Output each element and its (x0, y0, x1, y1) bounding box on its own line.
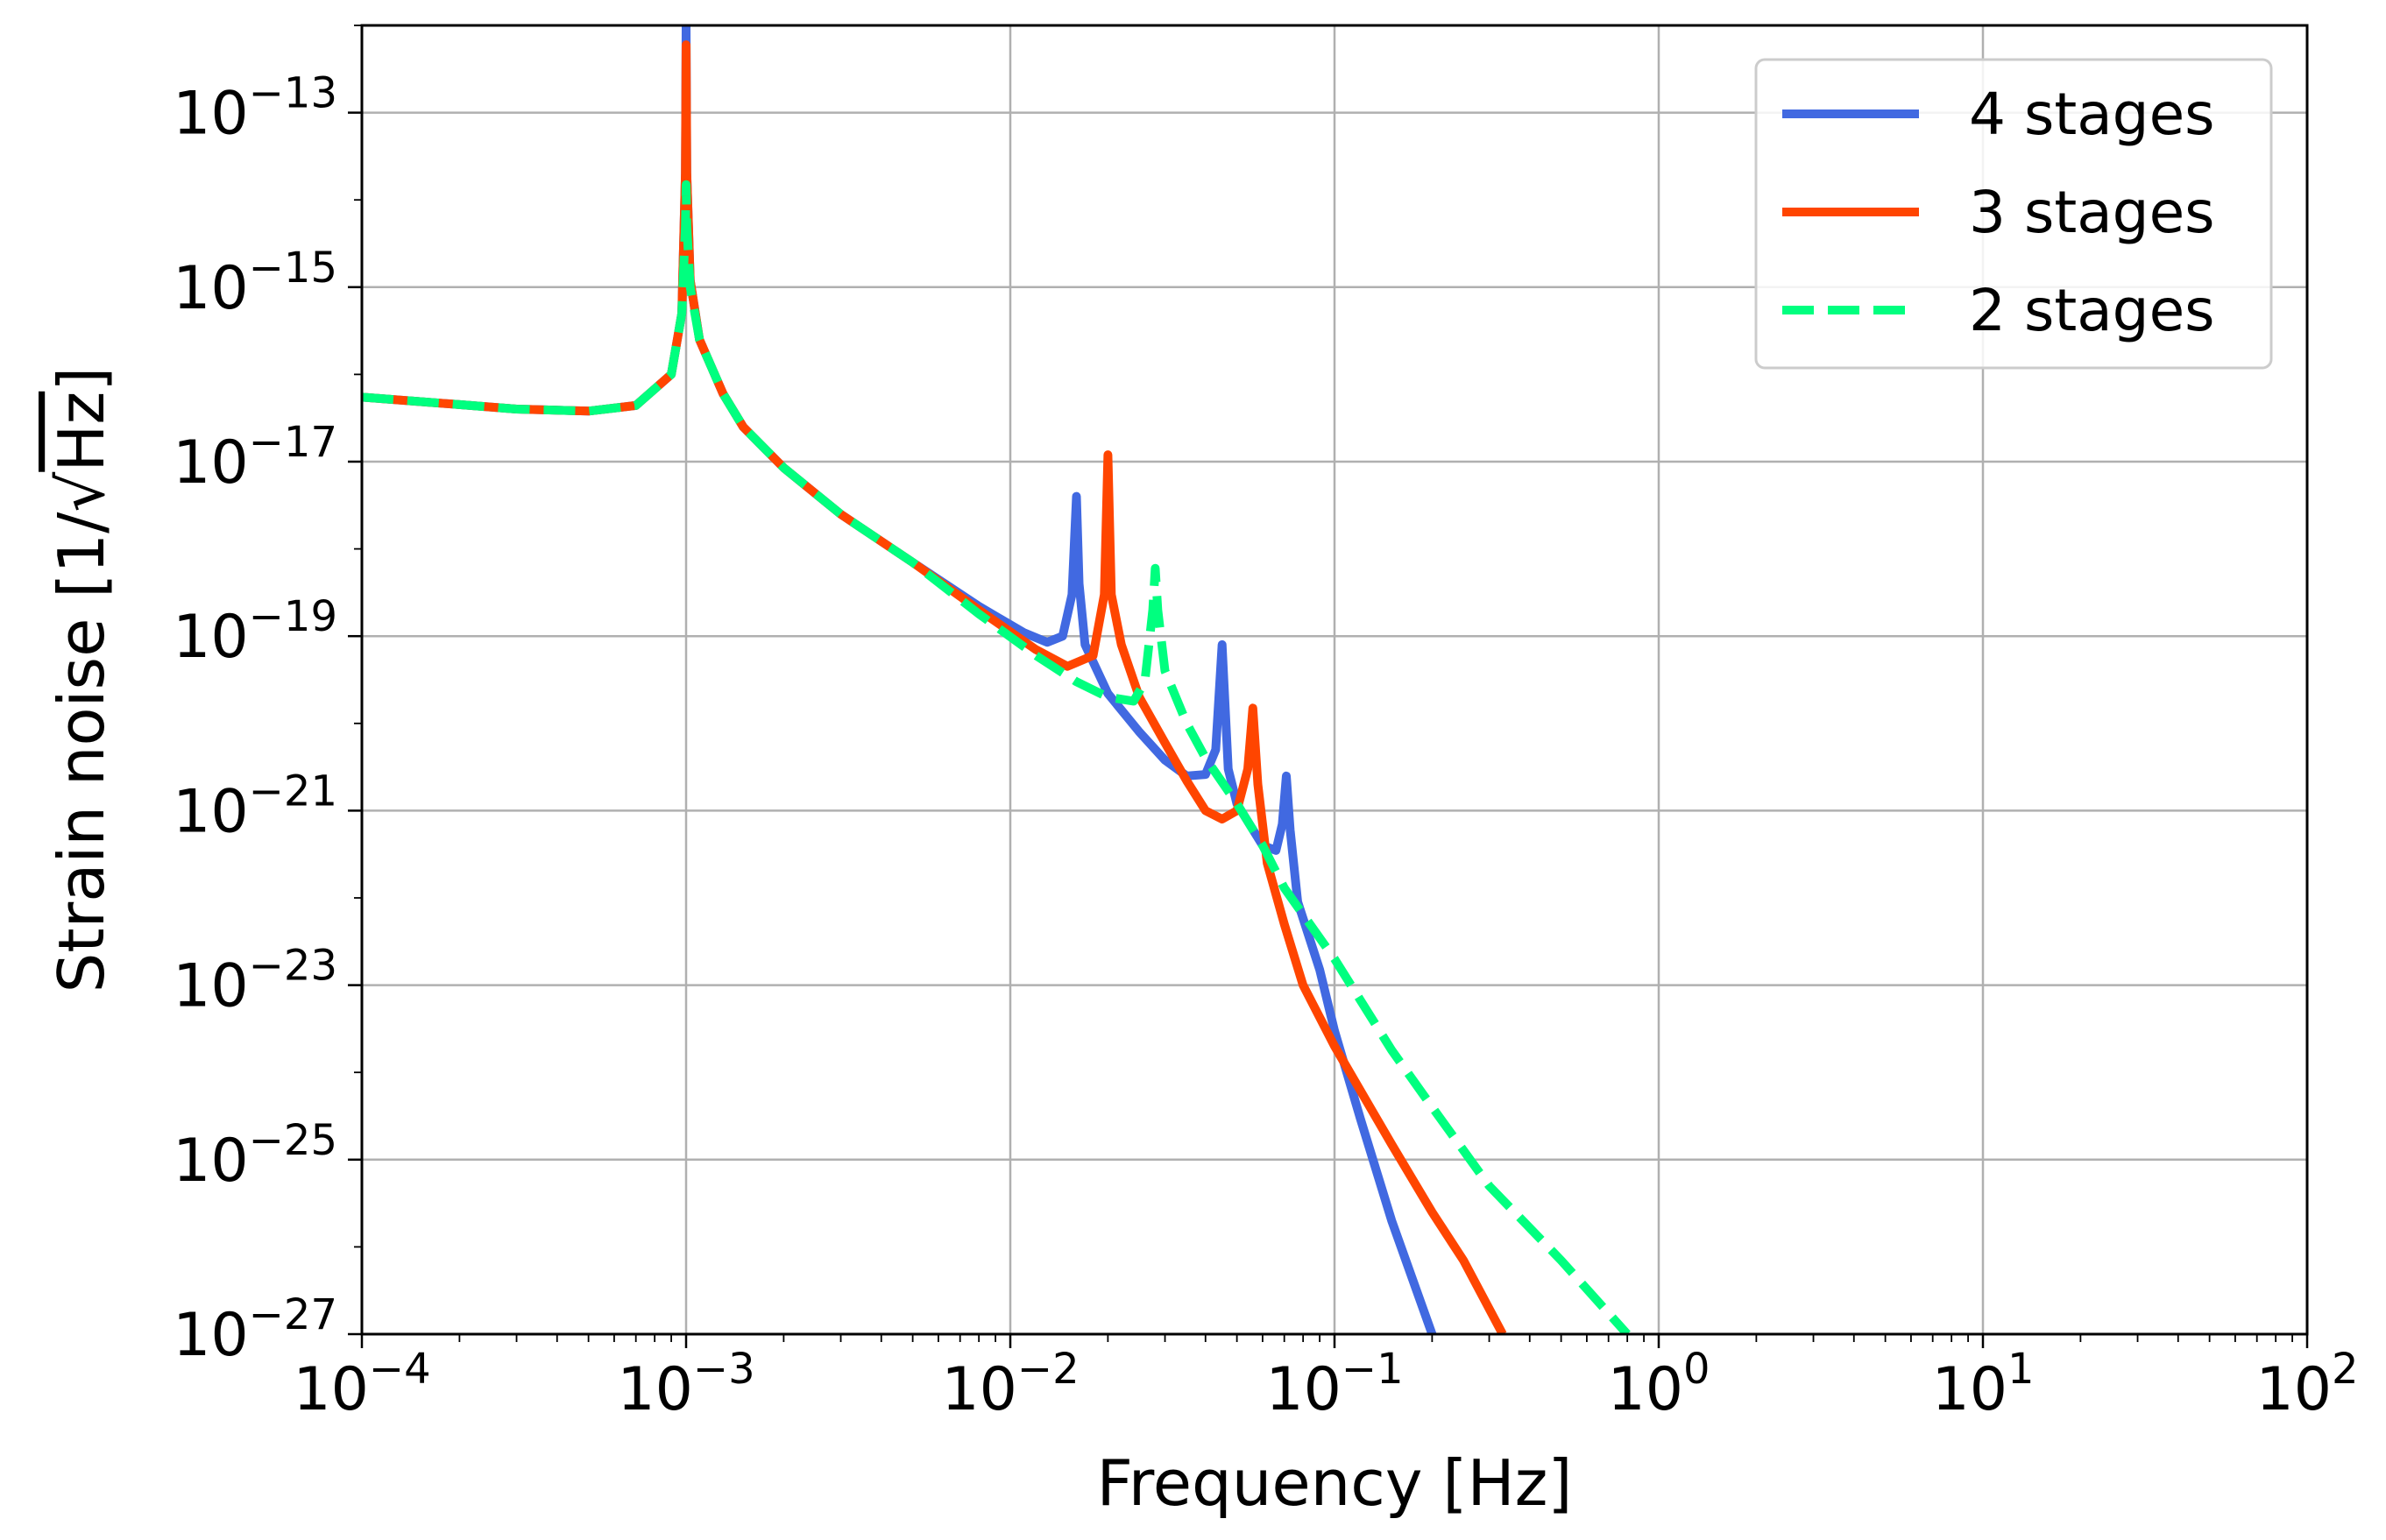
x-tick-exponent: −4 (369, 1345, 431, 1394)
x-tick-base: 10 (293, 1355, 369, 1424)
y-tick-label: 10−19 (173, 592, 337, 672)
x-tick-label: 102 (2255, 1345, 2358, 1424)
x-tick-label: 10−3 (617, 1345, 754, 1424)
legend: 4 stages 3 stages 2 stages (1754, 58, 2273, 370)
y-tick-exponent: −25 (249, 1116, 337, 1165)
y-tick-exponent: −21 (249, 766, 337, 816)
series-line-1 (362, 25, 1437, 1334)
y-tick-exponent: −15 (249, 244, 337, 293)
y-tick-base: 10 (173, 428, 249, 498)
series-line-3 (362, 180, 1631, 1334)
legend-box (1754, 58, 2273, 370)
x-tick-label: 100 (1607, 1345, 1710, 1424)
y-tick-base: 10 (173, 1127, 249, 1196)
y-tick-base: 10 (173, 777, 249, 846)
y-tick-exponent: −27 (249, 1290, 337, 1339)
y-tick-exponent: −13 (249, 69, 337, 118)
x-axis-label: Frequency [Hz] (1097, 1446, 1573, 1520)
x-tick-label: 10−1 (1265, 1345, 1403, 1424)
y-tick-base: 10 (173, 952, 249, 1021)
y-tick-base: 10 (173, 603, 249, 672)
x-tick-label: 10−4 (293, 1345, 430, 1424)
x-tick-exponent: −1 (1342, 1345, 1404, 1394)
legend-label: 2 stages (1969, 277, 2215, 344)
x-tick-exponent: −3 (693, 1345, 755, 1394)
y-tick-label: 10−23 (173, 942, 337, 1021)
y-axis-label-prefix: Strain noise [1/ (45, 512, 118, 993)
plot-frame (360, 24, 2309, 1336)
y-tick-exponent: −19 (249, 592, 337, 641)
series-line-2 (362, 40, 1507, 1334)
y-axis-label-radicand: Hz (45, 392, 118, 472)
series-layer (362, 25, 1631, 1334)
y-axis-label: Strain noise [1/√Hz] (45, 367, 118, 993)
x-tick-base: 10 (1265, 1355, 1342, 1424)
x-tick-exponent: −2 (1017, 1345, 1080, 1394)
x-tick-label: 10−2 (941, 1345, 1079, 1424)
x-tick-label: 101 (1931, 1345, 2034, 1424)
x-tick-exponent: 2 (2332, 1345, 2359, 1394)
svg-text:Strain noise [1/√Hz]: Strain noise [1/√Hz] (45, 367, 118, 993)
y-tick-label: 10−15 (173, 244, 337, 323)
y-axis-label-suffix: ] (45, 367, 118, 392)
x-tick-base: 10 (941, 1355, 1017, 1424)
x-tick-base: 10 (1931, 1355, 2007, 1424)
legend-label: 4 stages (1969, 81, 2215, 148)
x-tick-base: 10 (2255, 1355, 2332, 1424)
y-tick-exponent: −17 (249, 418, 337, 467)
x-tick-labels: 10−4 10−3 10−2 10−1 100 101 102 (293, 1345, 2358, 1424)
y-tick-label: 10−17 (173, 418, 337, 498)
y-tick-label: 10−21 (173, 766, 337, 846)
y-tick-label: 10−27 (173, 1290, 337, 1370)
y-tick-label: 10−13 (173, 69, 337, 149)
x-tick-exponent: 1 (2007, 1345, 2035, 1394)
x-tick-exponent: 0 (1683, 1345, 1710, 1394)
y-tick-base: 10 (173, 254, 249, 323)
y-tick-exponent: −23 (249, 942, 337, 991)
legend-label: 3 stages (1969, 179, 2215, 246)
x-tick-base: 10 (1607, 1355, 1683, 1424)
major-ticks (348, 111, 2309, 1348)
y-tick-base: 10 (173, 80, 249, 149)
sqrt-sign: √ (45, 472, 118, 512)
legend-items: 4 stages 3 stages 2 stages (1782, 81, 2215, 344)
y-tick-base: 10 (173, 1301, 249, 1370)
y-tick-label: 10−25 (173, 1116, 337, 1196)
x-tick-base: 10 (617, 1355, 693, 1424)
